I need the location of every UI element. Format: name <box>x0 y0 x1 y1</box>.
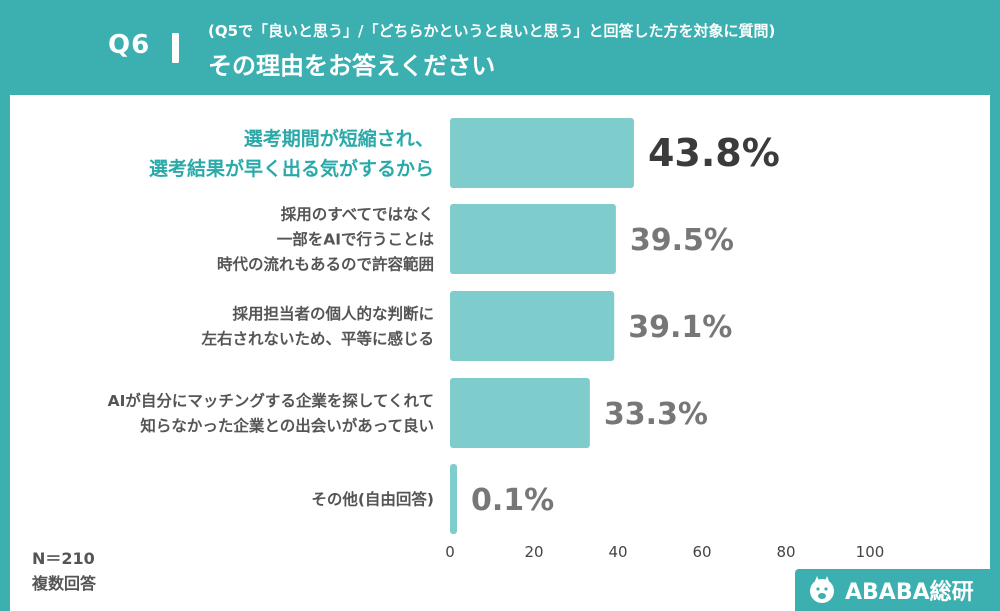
category-label-0: 選考期間が短縮され、選考結果が早く出る気がするから <box>149 127 434 180</box>
bar-chart: 43.8% 選考期間が短縮され、選考結果が早く出る気がするから 39.5% 採用のすべ… <box>108 118 885 561</box>
bar-4 <box>450 464 457 534</box>
sample-size: N＝210 <box>32 549 95 568</box>
chart-panel: 43.8% 選考期間が短縮され、選考結果が早く出る気がするから 39.5% 採用のすべ… <box>10 95 990 611</box>
question-subtitle: (Q5で「良いと思う」/「どちらかというと良いと思う」と回答した方を対象に質問) <box>208 22 776 40</box>
x-tick-label-4: 80 <box>776 543 795 561</box>
value-label-3: 33.3% <box>604 397 708 432</box>
category-label-3: AIが自分にマッチングする企業を探してくれて知らなかった企業との出会いがあって良… <box>108 391 434 435</box>
alpaca-icon <box>810 576 834 603</box>
value-label-2: 39.1% <box>628 310 732 345</box>
question-divider <box>172 33 179 63</box>
category-label-1: 採用のすべてではなく一部をAIで行うことは時代の流れもあるので許容範囲 <box>217 205 435 274</box>
x-tick-label-3: 60 <box>692 543 711 561</box>
bar-3 <box>450 378 590 448</box>
value-label-4: 0.1% <box>471 483 554 518</box>
value-label-0: 43.8% <box>648 131 780 175</box>
question-title: その理由をお答えください <box>208 52 496 80</box>
category-label-4: その他(自由回答) <box>311 490 434 509</box>
bar-1 <box>450 204 616 274</box>
header: Q6 (Q5で「良いと思う」/「どちらかというと良いと思う」と回答した方を対象に… <box>0 0 1000 95</box>
value-label-1: 39.5% <box>630 223 734 258</box>
category-label-2: 採用担当者の個人的な判断に左右されないため、平等に感じる <box>200 304 434 348</box>
x-tick-label-5: 100 <box>856 543 885 561</box>
answer-note: 複数回答 <box>32 574 97 593</box>
brand-logo: ABABA総研 <box>795 569 990 611</box>
bar-0 <box>450 118 634 188</box>
bar-2 <box>450 291 615 361</box>
x-tick-label-2: 40 <box>608 543 627 561</box>
logo-text: ABABA総研 <box>845 580 974 605</box>
question-number: Q6 <box>108 30 151 60</box>
x-tick-label-0: 0 <box>445 543 455 561</box>
x-tick-label-1: 20 <box>524 543 543 561</box>
